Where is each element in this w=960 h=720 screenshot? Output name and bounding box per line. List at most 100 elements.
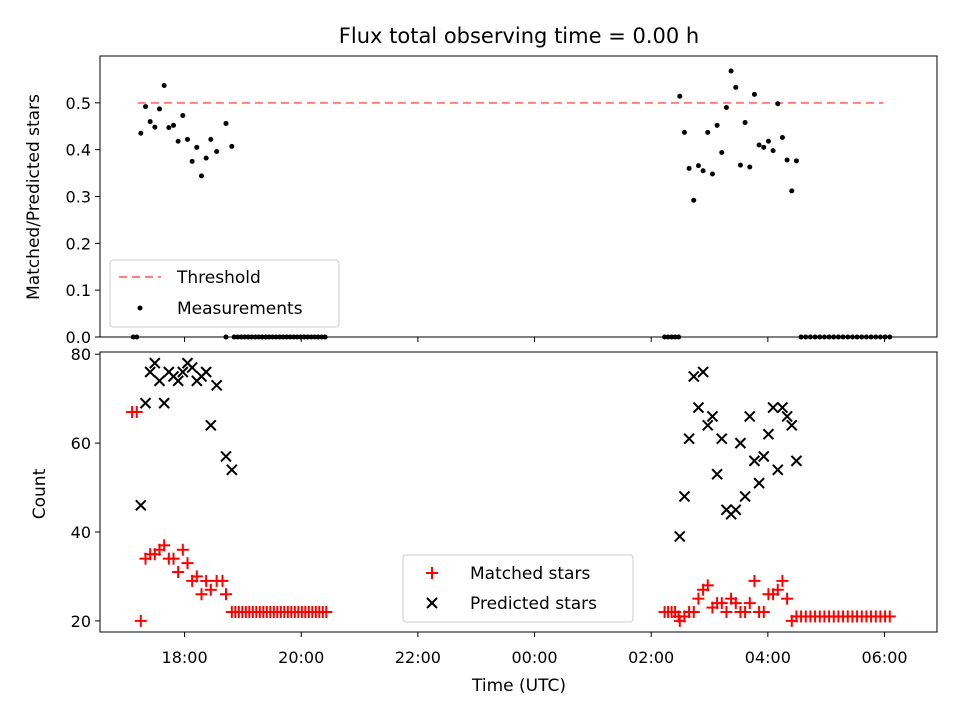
predicted-star-point <box>706 410 719 423</box>
predicted-star-point <box>210 379 223 392</box>
matched-star-point <box>883 610 896 623</box>
measurement-point <box>156 106 162 112</box>
measurement-point <box>138 130 144 136</box>
predicted-star-point <box>149 357 161 369</box>
bottom-axes-frame <box>99 351 938 633</box>
measurement-point <box>775 101 781 107</box>
top-panel: 0.0 0.1 0.2 0.3 0.4 0.5 Matched/Predicted sta… <box>24 55 938 347</box>
x-axis-label: Time (UTC) <box>471 676 566 696</box>
measurement-point <box>184 136 190 142</box>
predicted-star-point <box>734 437 747 449</box>
measurement-point <box>728 68 734 74</box>
measurement-point <box>203 155 209 161</box>
matched-star-point <box>200 574 213 587</box>
predicted-star-point <box>697 366 709 378</box>
predicted-star-point <box>790 455 803 467</box>
legend-predicted-label: Predicted stars <box>470 594 597 614</box>
x-tick-label: 06:00 <box>861 648 907 667</box>
x-tick-label: 02:00 <box>628 648 674 667</box>
predicted-star-point <box>762 428 775 440</box>
legend-measurements-label: Measurements <box>177 299 303 319</box>
measurement-point <box>686 165 692 171</box>
predicted-star-point <box>144 366 156 378</box>
predicted-star-point <box>702 419 714 432</box>
matched-star-point <box>715 597 728 610</box>
predicted-star-point <box>688 370 700 383</box>
measurement-point <box>784 157 790 163</box>
predicted-star-point <box>753 477 765 489</box>
predicted-star-point <box>186 361 198 374</box>
measurement-point <box>789 188 795 194</box>
x-tick-label: 20:00 <box>278 648 324 667</box>
predicted-star-point <box>786 419 798 432</box>
measurement-point <box>756 142 762 148</box>
legend-measurements-swatch <box>137 305 143 311</box>
top-y-axis-label: Matched/Predicted stars <box>24 94 44 300</box>
x-tick-label: 18:00 <box>162 648 208 667</box>
matched-star-point <box>748 574 761 587</box>
measurement-point <box>733 84 739 90</box>
top-y-ticks: 0.0 0.1 0.2 0.3 0.4 0.5 <box>66 94 100 347</box>
predicted-star-point <box>758 450 770 463</box>
measurement-point <box>681 129 687 135</box>
measurement-point <box>709 171 715 177</box>
top-y-tick-label: 0.4 <box>66 141 91 160</box>
top-y-tick-label: 0.1 <box>66 281 91 300</box>
measurement-point <box>742 120 748 126</box>
matched-star-point <box>172 566 185 578</box>
x-tick-label: 04:00 <box>745 648 791 667</box>
measurement-point <box>170 122 176 128</box>
measurement-point <box>229 143 235 149</box>
matched-star-point <box>776 574 789 587</box>
measurement-point <box>695 163 701 169</box>
legend-matched-label: Matched stars <box>470 564 590 584</box>
matched-star-point <box>181 557 194 570</box>
matched-star-point <box>687 606 700 618</box>
measurement-point <box>142 104 148 110</box>
matched-star-point <box>216 574 229 587</box>
predicted-star-point <box>139 397 152 409</box>
predicted-star-point <box>744 410 756 423</box>
bottom-legend: Matched stars Predicted stars <box>402 554 634 623</box>
bottom-legend-box <box>402 554 634 623</box>
matched-star-point <box>195 588 208 601</box>
measurement-point <box>747 164 753 170</box>
measurement-point <box>223 120 229 126</box>
measurement-point <box>175 138 181 144</box>
matched-star-point <box>692 592 705 605</box>
predicted-star-point <box>730 504 742 516</box>
measurement-point <box>194 144 200 150</box>
measurement-point <box>793 158 799 164</box>
bottom-plot-marks <box>126 357 896 627</box>
x-tick-label: 00:00 <box>511 648 557 667</box>
top-legend: Threshold Measurements <box>109 259 340 328</box>
measurement-point <box>705 129 711 135</box>
chart-title: Flux total observing time = 0.00 h <box>339 24 699 48</box>
measurement-point <box>152 124 158 130</box>
predicted-star-point <box>767 401 779 414</box>
measurement-point <box>166 125 172 131</box>
predicted-star-point <box>683 432 695 445</box>
measurement-point <box>737 162 743 168</box>
predicted-star-point <box>776 401 789 414</box>
matched-star-point <box>134 614 147 627</box>
measurement-point <box>180 112 186 118</box>
measurement-point <box>714 122 720 128</box>
x-tick-label: 22:00 <box>395 648 441 667</box>
predicted-star-point <box>772 464 784 476</box>
measurement-point <box>147 119 153 125</box>
matched-star-point <box>757 606 770 618</box>
matched-star-point <box>743 597 756 610</box>
predicted-star-point <box>716 432 728 445</box>
matched-star-point <box>701 579 714 592</box>
predicted-star-point <box>172 375 184 387</box>
bottom-x-ticks: 18:00 20:00 22:00 00:00 02:00 04:00 06:00 <box>162 632 908 667</box>
predicted-star-point <box>674 530 686 543</box>
measurement-point <box>677 93 683 99</box>
matched-star-point <box>720 606 733 618</box>
matched-star-point <box>219 588 232 601</box>
matched-star-point <box>771 583 784 596</box>
matched-star-point <box>781 592 794 605</box>
top-y-tick-label: 0.2 <box>66 234 91 253</box>
